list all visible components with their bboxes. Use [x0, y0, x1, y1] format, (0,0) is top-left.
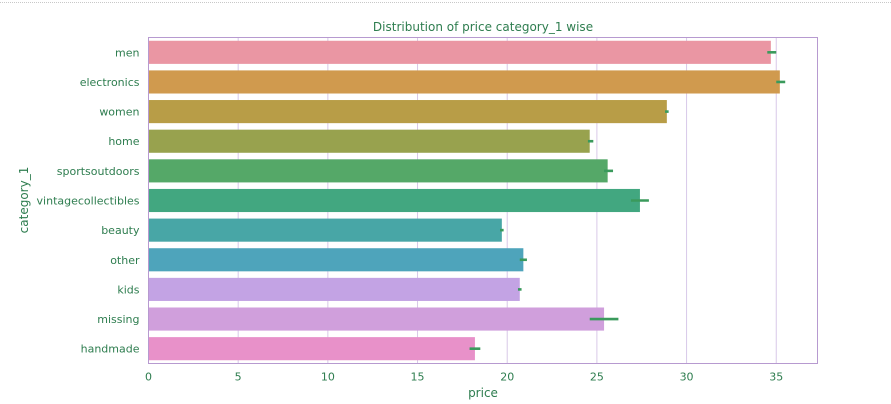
bar-beauty	[148, 218, 502, 242]
bar-vintagecollectibles	[148, 188, 640, 213]
bar-missing	[148, 307, 605, 331]
x-tick-label: 5	[235, 371, 242, 384]
y-tick-label: handmade	[81, 343, 140, 356]
top-dotted-rule	[0, 2, 891, 3]
y-tick-label: home	[108, 135, 139, 148]
y-tick-label: vintagecollectibles	[37, 195, 140, 208]
bar-women	[148, 100, 667, 124]
x-axis-title: price	[468, 386, 498, 400]
chart-title: Distribution of price category_1 wise	[373, 20, 593, 34]
x-tick-label: 35	[769, 371, 783, 384]
y-tick-label: kids	[117, 283, 139, 296]
bars	[148, 40, 780, 361]
bar-electronics	[148, 70, 780, 94]
bar-sportsoutdoors	[148, 159, 608, 183]
y-tick-label: other	[110, 254, 140, 267]
bar-other	[148, 248, 524, 272]
bar-handmade	[148, 337, 475, 361]
plot-frame	[148, 37, 818, 364]
y-tick-label: missing	[97, 313, 139, 326]
bar-kids	[148, 277, 520, 301]
x-tick-label: 15	[411, 371, 425, 384]
y-tick-label: electronics	[80, 76, 140, 89]
y-tick-labels: men electronics women home sportsoutdoors vin…	[37, 46, 140, 355]
y-tick-label: beauty	[101, 224, 140, 237]
x-tick-labels: 0 5 10 15 20 25 30 35	[145, 371, 783, 384]
x-tick-label: 0	[145, 371, 152, 384]
x-tick-label: 10	[321, 371, 335, 384]
x-tick-label: 25	[590, 371, 604, 384]
bar-men	[148, 40, 771, 64]
x-tick-label: 30	[680, 371, 694, 384]
y-tick-label: sportsoutdoors	[57, 165, 140, 178]
x-tick-label: 20	[500, 371, 514, 384]
error-bars	[469, 51, 786, 350]
y-tick-label: women	[99, 106, 139, 119]
bar-home	[148, 129, 590, 153]
y-axis-title: category_1	[17, 167, 31, 234]
y-tick-label: men	[115, 46, 139, 59]
